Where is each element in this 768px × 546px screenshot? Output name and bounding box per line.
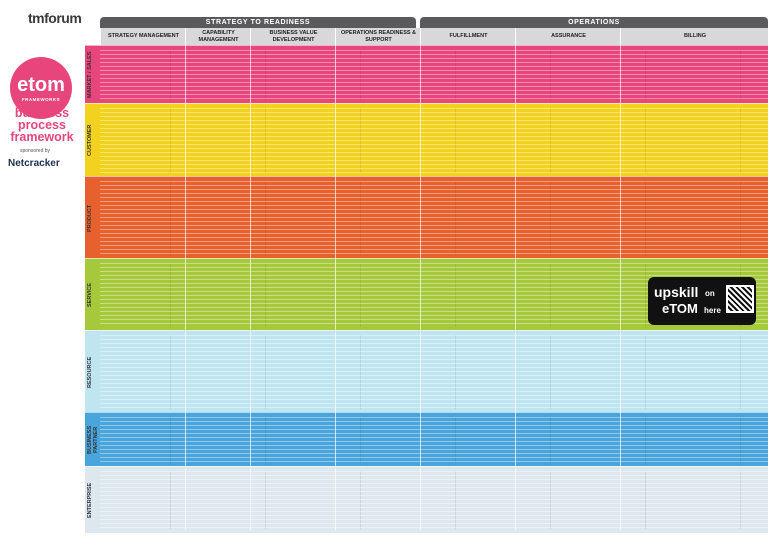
row-label: BUSINESS PARTNER (87, 425, 99, 455)
column-header: BUSINESS VALUE DEVELOPMENT (250, 28, 336, 45)
promo-box[interactable]: upskill on eTOM here (648, 277, 756, 325)
row-band: ENTERPRISE (85, 466, 768, 533)
column-separator (185, 28, 186, 530)
column-header: BILLING (620, 28, 768, 45)
column-header: FULFILLMENT (420, 28, 516, 45)
sidebar: etom FRAMEWORKS business process framewo… (0, 45, 84, 185)
column-header: ASSURANCE (515, 28, 621, 45)
brand: tmforum (28, 10, 82, 26)
logo-title: etom (17, 74, 65, 96)
column-separator (620, 28, 621, 530)
sponsor: Netcracker (8, 158, 60, 169)
row-band: PRODUCT (85, 176, 768, 259)
row-band: CUSTOMER (85, 103, 768, 177)
promo-line: upskill (654, 284, 699, 300)
promo-line: on (705, 289, 715, 298)
sponsor-label: sponsored by (20, 148, 51, 154)
group-tab: OPERATIONS (420, 17, 768, 28)
column-header: STRATEGY MANAGEMENT (100, 28, 186, 45)
column-separator (335, 28, 336, 530)
column-header: OPERATIONS READINESS & SUPPORT (335, 28, 421, 45)
subtitle: business process framework (10, 106, 74, 144)
logo-badge: etom FRAMEWORKS (10, 57, 72, 119)
row-label: PRODUCT (87, 204, 93, 232)
row-label: ENTERPRISE (87, 482, 93, 518)
row-band: BUSINESS PARTNER (85, 412, 768, 467)
promo-line: here (704, 306, 721, 315)
qr-code (726, 285, 754, 313)
row-band: RESOURCE (85, 330, 768, 413)
group-tab: STRATEGY TO READINESS (100, 17, 416, 28)
row-label: SERVICE (87, 282, 93, 308)
row-label: RESOURCE (87, 356, 93, 388)
column-separator (515, 28, 516, 530)
promo-line: eTOM (662, 301, 698, 316)
column-header: CAPABILITY MANAGEMENT (185, 28, 251, 45)
row-label: CUSTOMER (87, 124, 93, 157)
row-label: MARKET / SALES (87, 51, 93, 99)
column-separator (420, 28, 421, 530)
row-band: MARKET / SALES (85, 45, 768, 104)
column-separator (250, 28, 251, 530)
logo-tag: FRAMEWORKS (21, 97, 61, 102)
